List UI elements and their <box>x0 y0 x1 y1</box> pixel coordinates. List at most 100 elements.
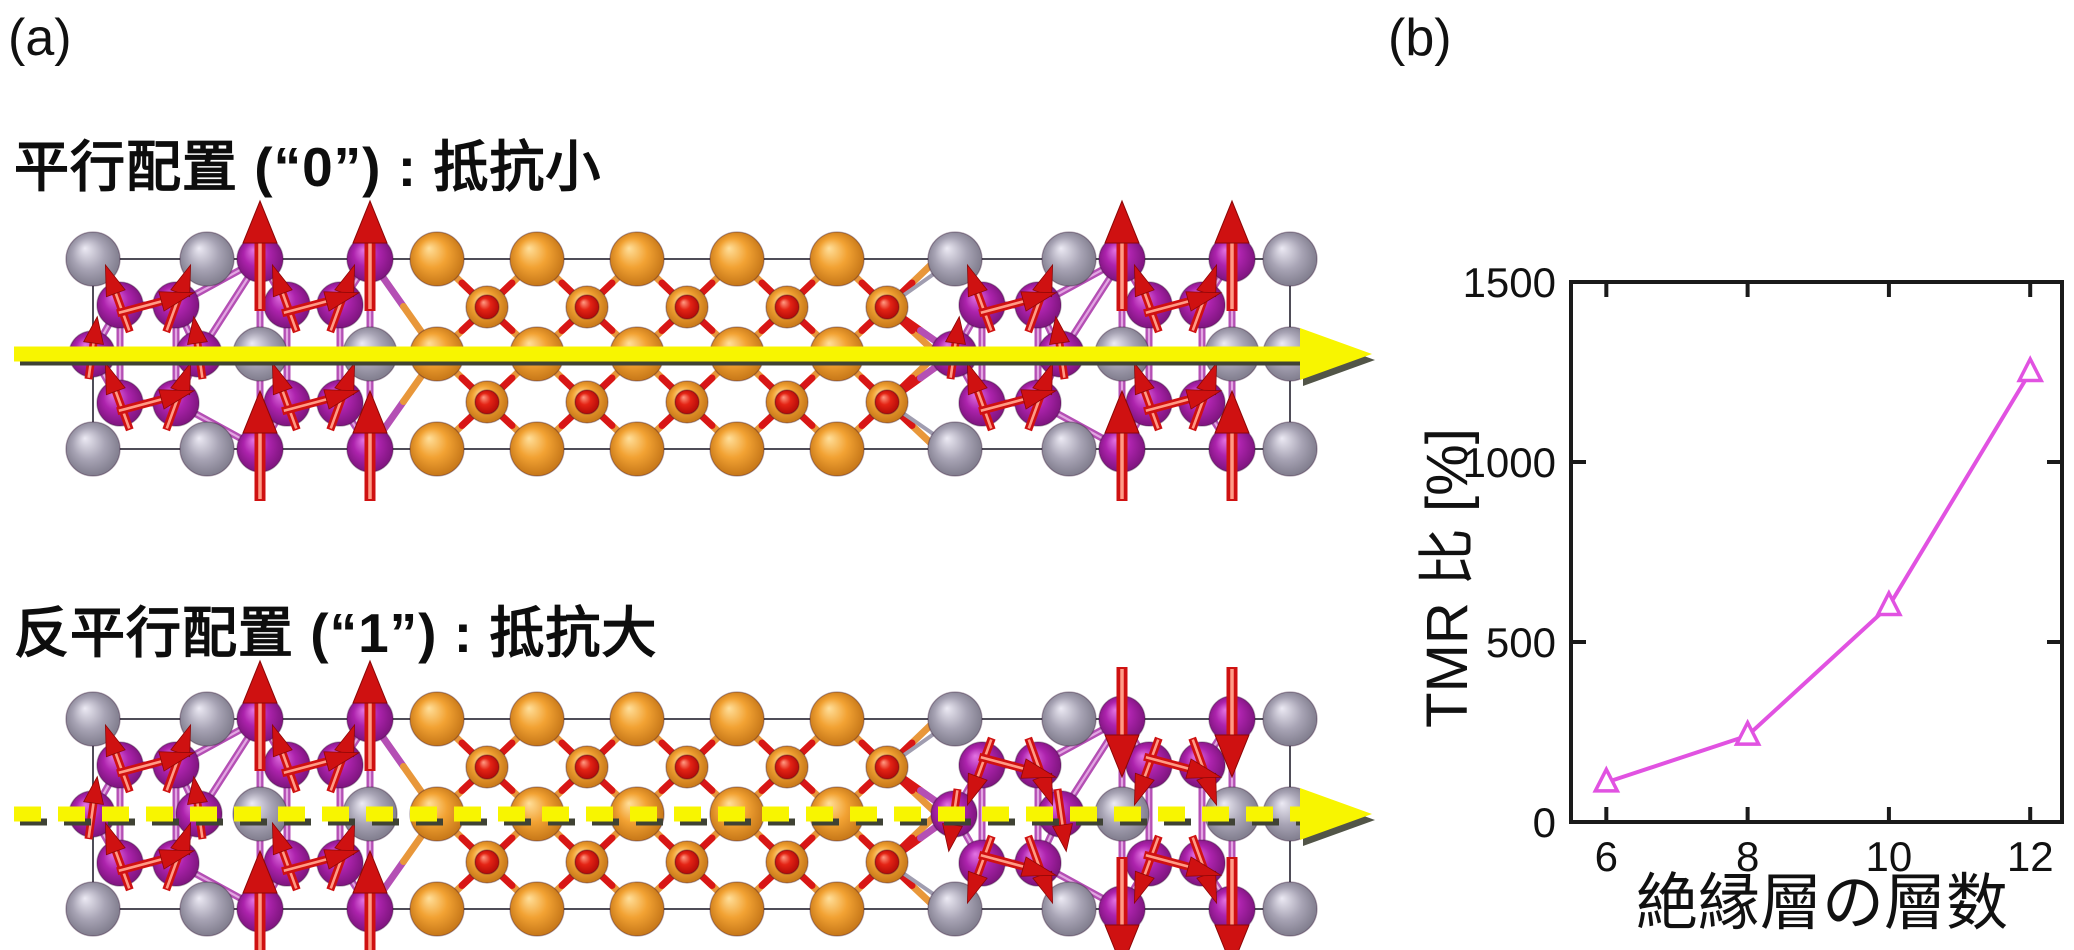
oxygen-atom <box>574 754 600 780</box>
spin-arrow <box>352 199 388 311</box>
insulator-atom <box>709 881 765 937</box>
spin-arrow <box>1104 389 1140 501</box>
spin-arrow-small <box>281 291 361 318</box>
spin-arrow <box>242 849 278 950</box>
crystal-structure-parallel <box>65 199 1318 501</box>
oxygen-atom <box>474 389 500 415</box>
spin-arrow <box>242 389 278 501</box>
spin-arrow-small <box>1143 291 1223 318</box>
spin-arrows <box>83 659 1250 950</box>
electrode-atom <box>1041 231 1097 287</box>
spin-arrow-small <box>1143 850 1223 877</box>
x-tick-label: 6 <box>1595 833 1618 880</box>
insulator-atom <box>409 881 465 937</box>
spin-arrow-small <box>116 751 196 778</box>
oxygen-atom <box>674 389 700 415</box>
electrode-atom <box>1262 421 1318 477</box>
electrode-atom <box>1262 881 1318 937</box>
insulator-atom <box>709 421 765 477</box>
spin-arrow-small <box>281 849 361 876</box>
tmr-chart: 6 8 10 12 0 500 1000 1500 <box>1463 259 2064 880</box>
electrode-atom <box>1041 421 1097 477</box>
spin-arrow <box>352 659 388 771</box>
oxygen-atom <box>574 849 600 875</box>
electrode-atom <box>1041 691 1097 747</box>
chart-ticks <box>1571 282 2062 822</box>
oxygen-atom <box>674 754 700 780</box>
x-tick-label: 10 <box>1866 833 1913 880</box>
spin-arrow <box>352 849 388 950</box>
spin-arrow-small <box>978 389 1058 416</box>
insulator-atom <box>809 691 865 747</box>
spin-arrow-small <box>116 849 196 876</box>
electrode-atom <box>65 881 121 937</box>
oxygen-atom <box>774 294 800 320</box>
insulator-atom <box>809 421 865 477</box>
insulator-atom <box>609 691 665 747</box>
spin-arrow-small <box>978 752 1058 779</box>
crystal-structure-antiparallel <box>65 659 1318 950</box>
electrode-atom <box>65 421 121 477</box>
electrode-atom <box>179 231 235 287</box>
spin-arrow <box>1104 667 1140 779</box>
spin-arrow <box>1104 199 1140 311</box>
insulator-atom <box>509 691 565 747</box>
chart-markers <box>1592 355 2045 793</box>
electrode-atom <box>927 691 983 747</box>
current-arrow-antiparallel <box>14 788 1375 846</box>
antiparallel-config-title: 反平行配置 (“1”) : 抵抗大 <box>14 602 658 664</box>
spin-arrow-small <box>116 389 196 416</box>
electrode-atom <box>179 881 235 937</box>
oxygen-atom <box>774 389 800 415</box>
insulator-atom <box>609 881 665 937</box>
oxygen-atom <box>674 849 700 875</box>
oxygen-atom <box>674 294 700 320</box>
spin-arrow-small <box>1143 752 1223 779</box>
panel-a-label: (a) <box>8 9 72 67</box>
insulator-atom <box>409 231 465 287</box>
insulator-atom <box>709 231 765 287</box>
insulator-atom <box>509 421 565 477</box>
electrode-atom <box>1262 691 1318 747</box>
insulator-atom <box>809 231 865 287</box>
panel-b-label: (b) <box>1388 9 1452 67</box>
oxygen-atom <box>474 294 500 320</box>
electrode-atom <box>179 691 235 747</box>
spin-arrow-small <box>978 291 1058 318</box>
electrode-atom <box>927 421 983 477</box>
spin-arrow <box>1214 389 1250 501</box>
data-point-marker <box>1592 765 1621 793</box>
chart-tick-labels: 6 8 10 12 0 500 1000 1500 <box>1463 259 2054 880</box>
oxygen-atom <box>774 754 800 780</box>
spin-arrow <box>1214 667 1250 779</box>
electrode-atom <box>1262 231 1318 287</box>
oxygen-atom <box>874 389 900 415</box>
spin-arrow-small <box>978 850 1058 877</box>
chart-y-axis-label: TMR 比 [%] <box>1415 428 1480 728</box>
spin-arrow-small <box>1143 389 1223 416</box>
oxygen-atom <box>774 849 800 875</box>
chart-frame <box>1569 280 2064 824</box>
spin-arrow-small <box>281 389 361 416</box>
spin-arrow-small <box>116 291 196 318</box>
insulator-atom <box>809 881 865 937</box>
oxygen-atom <box>574 294 600 320</box>
oxygen-atom <box>474 754 500 780</box>
insulator-atom <box>409 421 465 477</box>
spin-arrow <box>352 389 388 501</box>
data-point-marker <box>1875 589 1903 617</box>
spin-arrow-small <box>83 775 104 840</box>
oxygen-atom <box>474 849 500 875</box>
electrode-atom <box>179 421 235 477</box>
spin-arrow <box>242 659 278 771</box>
oxygen-atom <box>874 849 900 875</box>
parallel-config-title: 平行配置 (“0”) : 抵抗小 <box>14 136 602 198</box>
oxygen-atom <box>874 754 900 780</box>
insulator-atom <box>709 691 765 747</box>
y-tick-label: 500 <box>1486 619 1556 666</box>
oxygen-atom <box>574 389 600 415</box>
oxygen-atom <box>874 294 900 320</box>
tmr-series-line <box>1605 370 2032 785</box>
insulator-atom <box>609 231 665 287</box>
current-arrow-parallel <box>14 328 1375 386</box>
